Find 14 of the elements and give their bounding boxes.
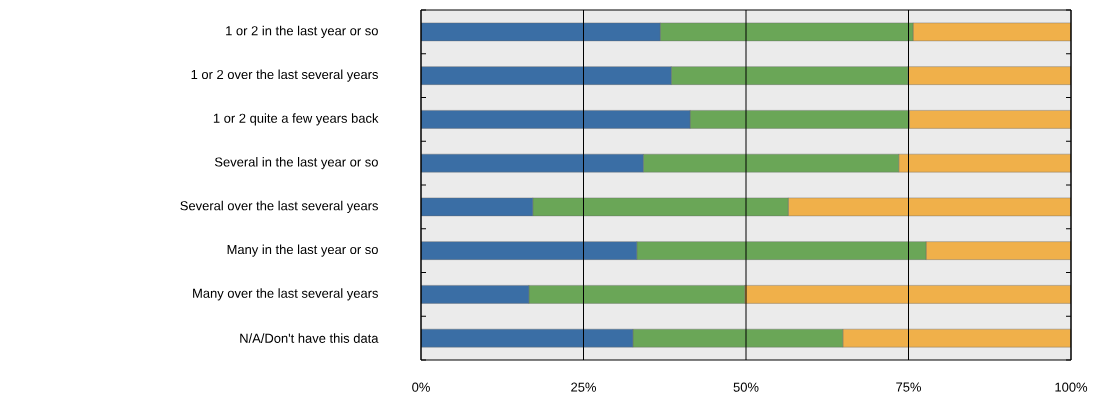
x-tick-label: 75% (896, 382, 922, 392)
x-tick-label: 100% (1055, 382, 1088, 392)
x-tick-label: 0% (412, 382, 430, 392)
x-tick-label: 25% (571, 382, 597, 392)
y-tick-label: Many in the last year or so (227, 244, 378, 257)
y-tick-label: 1 or 2 quite a few years back (213, 113, 379, 126)
x-tick-label: 50% (733, 382, 759, 392)
y-tick-label: N/A/Don't have this data (240, 333, 379, 343)
bar (744, 285, 1072, 304)
y-tick-label: Several over the last several years (180, 200, 378, 213)
y-tick-label: 1 or 2 in the last year or so (226, 25, 378, 38)
y-tick-label: Many over the last several years (193, 288, 378, 301)
y-tick-label: Several in the last year or so (214, 157, 378, 170)
y-tick-label: 1 or 2 over the last several years (191, 69, 378, 82)
